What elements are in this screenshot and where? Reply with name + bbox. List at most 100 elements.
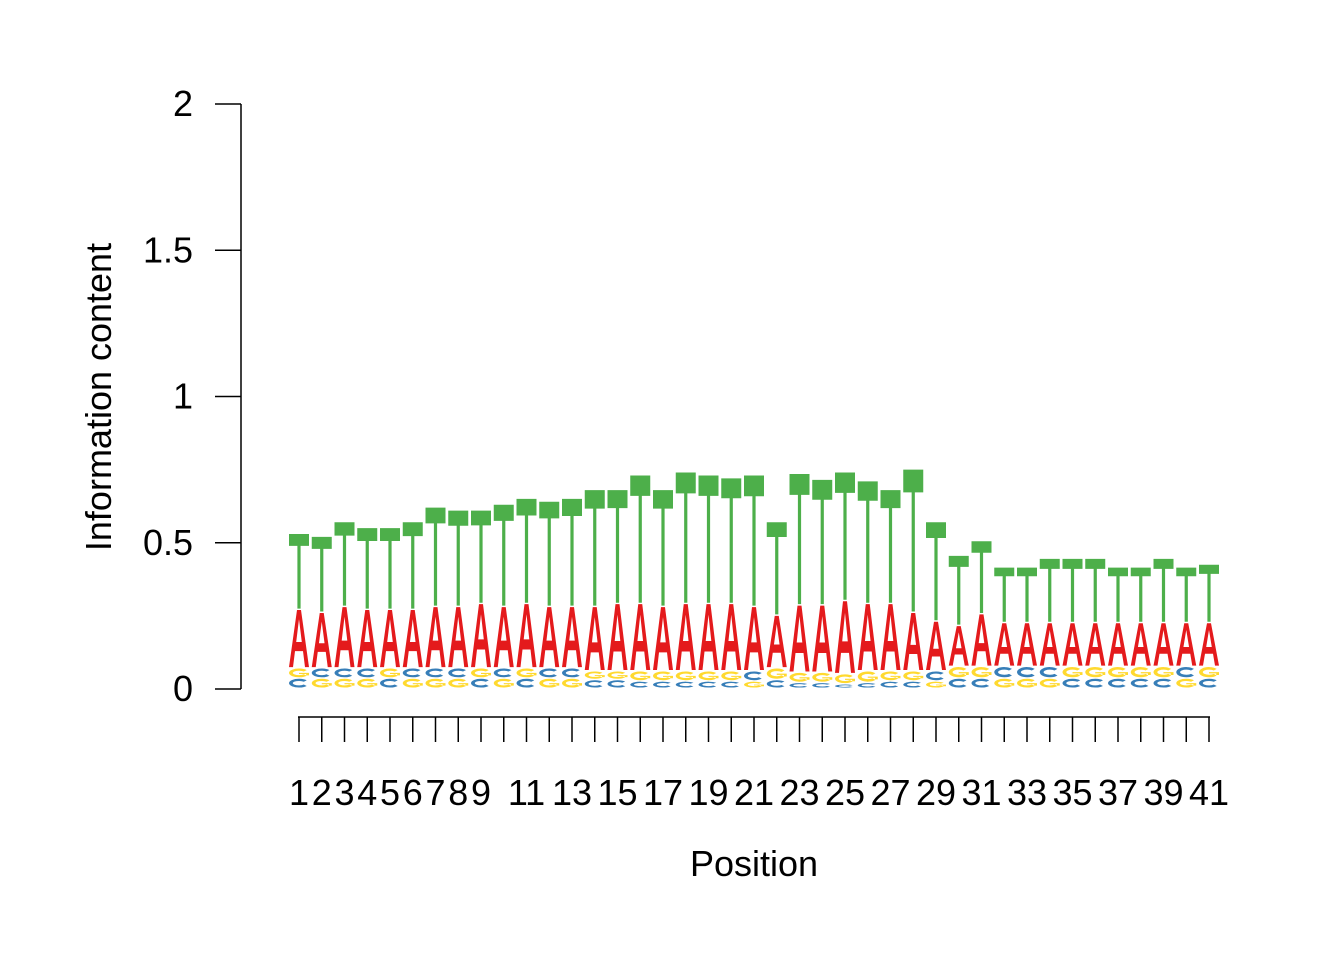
logo-stack-position-34	[1039, 558, 1060, 688]
logo-letter-t	[1108, 567, 1128, 622]
logo-stack-position-29	[925, 522, 946, 688]
logo-letter-c	[1176, 667, 1194, 678]
logo-letter-t	[493, 504, 514, 606]
logo-letter-c	[334, 668, 353, 678]
logo-letter-c	[789, 683, 808, 688]
logo-stack-position-18	[675, 472, 696, 688]
logo-letter-g	[425, 678, 446, 688]
logo-letter-a	[903, 612, 924, 670]
logo-letter-t	[402, 522, 423, 609]
logo-letter-t	[698, 475, 719, 603]
logo-letter-t	[721, 478, 742, 603]
logo-letter-t	[948, 555, 969, 625]
logo-letter-a	[948, 626, 969, 666]
logo-letter-g	[357, 678, 378, 688]
x-axis: 1 2 3 4 5 6 7 8 9 11 13 15 17 19 21 23 25 27 29 31 33 35 37 39 4…	[289, 716, 1229, 813]
logo-letter-a	[402, 610, 423, 668]
logo-letter-t	[311, 536, 332, 612]
logo-letter-t	[425, 507, 446, 606]
y-tick-label: 1.5	[143, 229, 193, 270]
logo-letter-c	[1153, 678, 1172, 688]
logo-letter-c	[653, 681, 671, 688]
x-tick-label: 17	[643, 772, 683, 813]
logo-letter-c	[948, 678, 967, 688]
logo-letter-c	[493, 668, 512, 678]
logo-letter-g	[1039, 678, 1060, 688]
logo-stack-position-41	[1199, 564, 1219, 688]
logo-letter-g	[971, 667, 992, 678]
logo-stack-position-7	[425, 507, 446, 688]
x-tick-label: 41	[1189, 772, 1229, 813]
logo-letter-g	[1108, 667, 1128, 678]
logo-letter-t	[562, 498, 582, 606]
logo-letter-c	[1199, 678, 1217, 688]
logo-letter-c	[425, 668, 444, 678]
logo-letter-a	[766, 615, 787, 668]
logo-letter-c	[812, 683, 830, 688]
logo-letter-g	[744, 681, 764, 688]
logo-letter-t	[1130, 567, 1151, 622]
logo-letter-c	[1130, 678, 1149, 688]
logo-stack-position-38	[1130, 567, 1151, 688]
logo-letter-t	[971, 541, 992, 613]
logo-letter-t	[357, 528, 378, 609]
logo-letter-c	[698, 681, 717, 688]
logo-letter-a	[1039, 623, 1060, 666]
logo-letter-t	[835, 472, 855, 600]
logo-stack-position-40	[1176, 567, 1197, 688]
logo-letter-g	[880, 671, 901, 681]
logo-letter-c	[448, 668, 466, 678]
logo-letter-c	[402, 668, 421, 678]
logo-letter-t	[630, 475, 651, 603]
logo-letter-g	[402, 678, 423, 688]
logo-stack-position-10	[493, 504, 514, 688]
logo-letter-t	[880, 490, 901, 603]
logo-stack-position-28	[903, 469, 924, 688]
logo-letter-g	[812, 672, 833, 682]
logo-stack-position-32	[994, 567, 1015, 688]
logo-letter-c	[1108, 678, 1126, 688]
x-tick-label: 29	[916, 772, 956, 813]
logo-letter-t	[584, 490, 605, 606]
logo-letter-a	[1130, 623, 1151, 666]
y-tick-label: 2	[173, 83, 193, 124]
logo-letter-g	[903, 671, 924, 681]
logo-letter-c	[380, 678, 398, 688]
logo-letter-c	[630, 681, 648, 688]
logo-letter-g	[835, 674, 855, 684]
logo-letter-c	[584, 680, 603, 688]
logo-letter-t	[994, 567, 1015, 622]
logo-stack-position-25	[834, 472, 855, 688]
logo-letter-g	[334, 678, 355, 688]
logo-stack-position-36	[1085, 558, 1106, 688]
logo-letter-a	[1176, 623, 1197, 666]
logo-letter-c	[743, 671, 762, 681]
logo-letter-t	[812, 479, 833, 605]
logo-letter-c	[539, 668, 557, 678]
y-tick-label: 1	[173, 376, 193, 417]
logo-letter-t	[1062, 558, 1083, 622]
logo-stack-position-33	[1017, 567, 1037, 688]
logo-letter-a	[653, 607, 673, 670]
logo-letter-t	[1085, 558, 1106, 622]
logo-letter-a	[357, 610, 378, 668]
logo-letter-c	[562, 668, 580, 678]
logo-letter-c	[1062, 678, 1081, 688]
logo-letter-t	[516, 498, 537, 603]
logo-letter-c	[1017, 667, 1035, 678]
logo-stack-position-13	[562, 498, 582, 688]
logo-letter-a	[812, 605, 833, 672]
x-tick-label: 27	[870, 772, 910, 813]
logo-letter-t	[448, 510, 469, 606]
logo-letter-a	[1108, 623, 1128, 666]
x-tick-label: 4	[357, 772, 377, 813]
logo-letter-g	[380, 668, 400, 678]
logo-letter-a	[789, 605, 810, 672]
logo-letter-g	[1062, 667, 1083, 678]
logo-letter-c	[994, 667, 1012, 678]
y-tick-label: 0	[173, 668, 193, 709]
logo-letter-g	[607, 671, 628, 679]
logo-letter-g	[493, 678, 514, 688]
logo-letter-g	[721, 671, 742, 681]
logo-letter-g	[516, 668, 537, 678]
